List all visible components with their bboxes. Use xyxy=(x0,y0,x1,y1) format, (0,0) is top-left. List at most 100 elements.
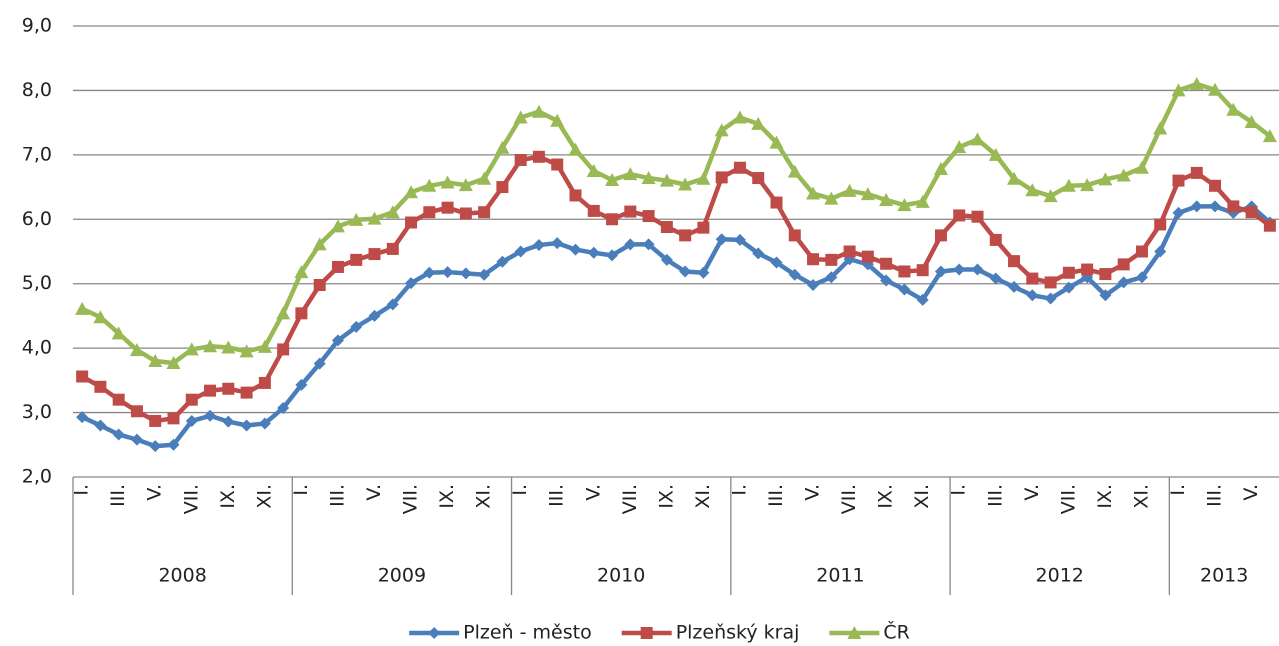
x-tick-label: I. xyxy=(1167,484,1189,496)
marker xyxy=(1117,276,1130,289)
marker xyxy=(916,293,929,306)
marker xyxy=(550,113,565,127)
marker xyxy=(679,265,692,278)
marker xyxy=(204,384,217,397)
marker xyxy=(386,242,399,255)
x-tick-label: VII. xyxy=(180,484,202,514)
marker xyxy=(825,253,838,266)
marker xyxy=(1062,281,1075,294)
marker xyxy=(112,393,125,406)
marker xyxy=(1026,289,1039,302)
marker xyxy=(330,219,345,233)
marker xyxy=(221,340,236,354)
marker xyxy=(295,307,308,320)
x-tick-label: I. xyxy=(948,484,970,496)
x-tick-label: I. xyxy=(728,484,750,496)
marker xyxy=(807,279,820,292)
x-tick-label: I. xyxy=(71,484,93,496)
marker xyxy=(404,185,419,199)
marker xyxy=(624,205,637,218)
legend-label: Plzeň - město xyxy=(463,622,592,644)
marker xyxy=(569,243,582,256)
marker xyxy=(167,438,180,451)
x-group-label: 2011 xyxy=(816,565,864,587)
marker xyxy=(752,172,765,185)
marker xyxy=(915,194,930,208)
marker xyxy=(787,164,802,178)
y-tick-label: 4,0 xyxy=(22,337,52,359)
x-tick-label: V. xyxy=(144,484,166,501)
x-tick-label: V. xyxy=(582,484,604,501)
marker xyxy=(204,409,217,422)
marker xyxy=(660,253,673,266)
x-tick-label: XI. xyxy=(473,484,495,509)
marker xyxy=(513,110,528,124)
marker xyxy=(294,265,309,279)
marker xyxy=(222,415,235,428)
marker xyxy=(733,161,746,174)
marker xyxy=(477,171,492,185)
marker xyxy=(149,414,162,427)
marker xyxy=(167,412,180,425)
marker xyxy=(898,265,911,278)
legend-item: ČR xyxy=(829,620,910,644)
marker xyxy=(697,221,710,234)
marker xyxy=(277,402,290,415)
marker xyxy=(1154,218,1167,231)
marker xyxy=(824,191,839,205)
marker xyxy=(551,158,564,171)
marker xyxy=(1062,266,1075,279)
marker xyxy=(496,255,509,268)
marker xyxy=(880,257,893,270)
marker xyxy=(130,405,143,418)
marker xyxy=(277,343,290,356)
marker xyxy=(660,221,673,234)
marker xyxy=(586,163,601,177)
x-tick-label: III. xyxy=(1204,484,1226,507)
y-tick-label: 6,0 xyxy=(22,208,52,230)
marker xyxy=(847,626,862,639)
marker xyxy=(222,382,235,395)
marker xyxy=(1117,258,1130,271)
marker xyxy=(495,140,510,154)
marker xyxy=(642,238,655,251)
marker xyxy=(185,414,198,427)
x-tick-label: XI. xyxy=(911,484,933,509)
marker xyxy=(606,213,619,226)
marker xyxy=(1134,160,1149,174)
marker xyxy=(989,272,1002,285)
x-tick-label: III. xyxy=(107,484,129,507)
marker xyxy=(240,419,253,432)
marker xyxy=(149,440,162,453)
marker xyxy=(313,357,326,370)
marker xyxy=(970,132,985,146)
marker xyxy=(770,196,783,209)
x-tick-label: IX. xyxy=(875,484,897,509)
series-line xyxy=(81,81,1272,366)
marker xyxy=(916,264,929,277)
x-tick-label: IX. xyxy=(655,484,677,509)
marker xyxy=(696,171,711,185)
x-tick-label: VII. xyxy=(838,484,860,514)
x-tick-label: V. xyxy=(1021,484,1043,501)
marker xyxy=(478,268,491,281)
marker xyxy=(1263,219,1276,232)
marker xyxy=(350,253,363,266)
marker xyxy=(258,417,271,430)
x-group-label: 2008 xyxy=(158,565,206,587)
marker xyxy=(641,171,656,185)
marker xyxy=(897,198,912,212)
marker xyxy=(569,189,582,202)
marker xyxy=(551,237,564,250)
marker xyxy=(623,167,638,181)
marker xyxy=(129,343,144,357)
marker xyxy=(331,334,344,347)
y-tick-label: 2,0 xyxy=(22,466,52,488)
marker xyxy=(678,177,693,191)
x-tick-label: V. xyxy=(802,484,824,501)
marker xyxy=(934,265,947,278)
marker xyxy=(624,238,637,251)
marker xyxy=(112,428,125,441)
marker xyxy=(934,229,947,242)
